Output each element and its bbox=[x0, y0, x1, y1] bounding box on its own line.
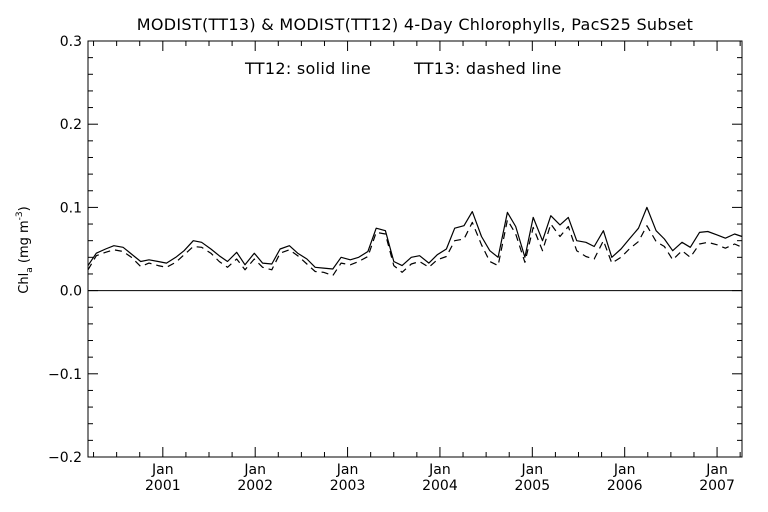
y-axis-label-close: ) bbox=[17, 206, 32, 211]
y-tick-label: 0.2 bbox=[60, 117, 82, 133]
series-line-tt13 bbox=[87, 219, 743, 277]
x-tick-year-label: 2005 bbox=[514, 478, 550, 494]
y-axis-label-superscript: -3 bbox=[15, 211, 25, 220]
x-tick-month-label: Jan bbox=[428, 462, 451, 478]
x-tick-year-label: 2004 bbox=[422, 478, 458, 494]
y-tick-label: 0.3 bbox=[60, 34, 82, 50]
x-tick-year-label: 2002 bbox=[237, 478, 273, 494]
annotation-solid: TT12: solid line bbox=[244, 59, 371, 78]
plot-border bbox=[87, 40, 743, 458]
x-tick-month-label: Jan bbox=[521, 462, 544, 478]
y-tick-label: −0.1 bbox=[48, 367, 82, 383]
x-tick-year-label: 2003 bbox=[330, 478, 366, 494]
x-tick-month-label: Jan bbox=[705, 462, 728, 478]
chart-title: MODIST(TT13) & MODIST(TT12) 4-Day Chloro… bbox=[137, 15, 693, 34]
y-axis-label-subscript: a bbox=[25, 267, 35, 273]
plot-frame bbox=[87, 40, 743, 458]
annotation-dashed: TT13: dashed line bbox=[413, 59, 562, 78]
y-tick-label: −0.2 bbox=[48, 450, 82, 466]
y-tick-label: 0.0 bbox=[60, 284, 82, 300]
y-axis-label: Chla (mg m-3) bbox=[15, 206, 35, 293]
x-tick-month-label: Jan bbox=[613, 462, 636, 478]
x-tick-month-label: Jan bbox=[243, 462, 266, 478]
x-tick-month-label: Jan bbox=[336, 462, 359, 478]
series-line-tt12 bbox=[87, 206, 743, 270]
x-tick-month-label: Jan bbox=[151, 462, 174, 478]
series-layer bbox=[87, 206, 743, 277]
x-tick-year-label: 2001 bbox=[145, 478, 181, 494]
y-axis-ticks: −0.2 −0.1 0.0 0.1 0.2 0.3 bbox=[48, 34, 742, 466]
x-tick-year-label: 2006 bbox=[607, 478, 643, 494]
y-axis-label-units: (mg m bbox=[17, 220, 32, 267]
y-tick-label: 0.1 bbox=[60, 200, 82, 216]
y-axis-label-base: Chl bbox=[17, 273, 32, 294]
x-axis-ticks: Jan2001Jan2002Jan2003Jan2004Jan2005Jan20… bbox=[93, 41, 741, 494]
x-tick-year-label: 2007 bbox=[699, 478, 735, 494]
